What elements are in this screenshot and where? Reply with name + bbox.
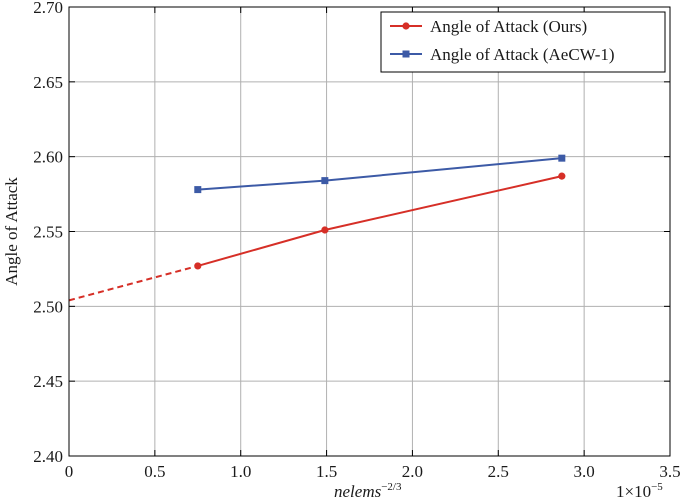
data-point bbox=[558, 172, 566, 180]
data-point bbox=[321, 177, 329, 185]
y-tick-label: 2.70 bbox=[33, 0, 63, 17]
data-point bbox=[321, 226, 329, 234]
series-0 bbox=[68, 172, 566, 302]
x-tick-label: 2.5 bbox=[488, 462, 509, 481]
legend: Angle of Attack (Ours) Angle of Attack (… bbox=[380, 11, 666, 73]
series-extrapolation-line bbox=[68, 264, 199, 302]
y-tick-label: 2.55 bbox=[33, 223, 63, 242]
legend-entry-aecw: Angle of Attack (AeCW-1) bbox=[390, 45, 615, 64]
axis-ticks bbox=[68, 6, 671, 457]
legend-label-aecw: Angle of Attack (AeCW-1) bbox=[430, 45, 615, 64]
legend-label-ours: Angle of Attack (Ours) bbox=[430, 17, 587, 36]
series-line bbox=[197, 175, 563, 267]
y-tick-label: 2.65 bbox=[33, 73, 63, 92]
x-tick-label: 0 bbox=[65, 462, 74, 481]
y-tick-label: 2.50 bbox=[33, 297, 63, 316]
series-1 bbox=[194, 154, 566, 194]
legend-marker-ours bbox=[402, 22, 410, 30]
tick-labels: 0 0.5 1.0 1.5 2.0 2.5 3.0 3.5 2.40 2.45 2.50 2.55 2.… bbox=[33, 0, 680, 481]
x-axis-label: nelems−2/3 bbox=[334, 481, 402, 501]
x-tick-label: 1.0 bbox=[230, 462, 251, 481]
data-point bbox=[194, 262, 202, 270]
legend-box bbox=[380, 11, 666, 73]
legend-entry-ours: Angle of Attack (Ours) bbox=[390, 17, 587, 36]
x-tick-label: 2.0 bbox=[402, 462, 423, 481]
legend-marker-aecw bbox=[402, 50, 410, 58]
x-axis-label-exponent: −2/3 bbox=[381, 481, 402, 493]
series-line bbox=[197, 157, 562, 191]
x-tick-label: 3.0 bbox=[574, 462, 595, 481]
x-axis-multiplier-base: 1×10 bbox=[616, 482, 651, 501]
data-point bbox=[194, 186, 202, 194]
series-layer bbox=[68, 154, 566, 302]
x-tick-label: 3.5 bbox=[659, 462, 680, 481]
y-axis-label: Angle of Attack bbox=[2, 177, 21, 286]
y-tick-label: 2.40 bbox=[33, 447, 63, 466]
y-tick-label: 2.60 bbox=[33, 148, 63, 167]
y-tick-label: 2.45 bbox=[33, 372, 63, 391]
x-axis-multiplier: 1×10−5 bbox=[616, 481, 663, 501]
data-point bbox=[558, 154, 566, 162]
x-axis-multiplier-exponent: −5 bbox=[651, 481, 663, 493]
x-axis-label-base: nelems bbox=[334, 482, 382, 501]
x-tick-label: 1.5 bbox=[316, 462, 337, 481]
grid-lines bbox=[69, 7, 670, 456]
x-tick-label: 0.5 bbox=[144, 462, 165, 481]
